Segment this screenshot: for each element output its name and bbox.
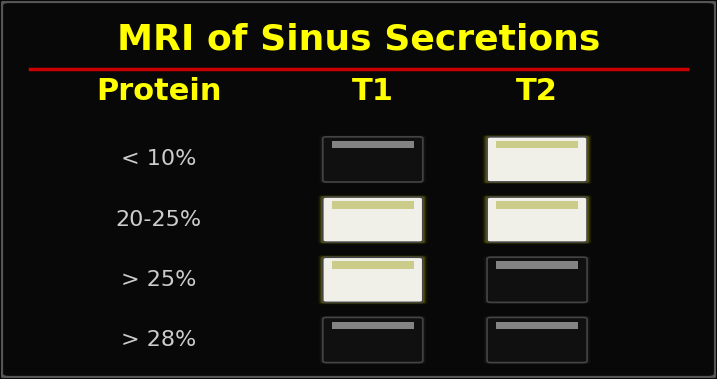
Bar <box>496 321 578 329</box>
FancyBboxPatch shape <box>481 134 593 185</box>
Bar <box>332 141 414 149</box>
FancyBboxPatch shape <box>318 315 427 365</box>
FancyBboxPatch shape <box>323 257 423 302</box>
Text: T2: T2 <box>516 77 558 106</box>
FancyBboxPatch shape <box>322 196 424 243</box>
Text: 20-25%: 20-25% <box>115 210 201 230</box>
FancyBboxPatch shape <box>320 136 425 183</box>
FancyBboxPatch shape <box>485 136 589 183</box>
FancyBboxPatch shape <box>323 137 423 182</box>
FancyBboxPatch shape <box>323 318 423 363</box>
FancyBboxPatch shape <box>483 135 592 184</box>
Bar <box>496 262 578 269</box>
FancyBboxPatch shape <box>319 135 427 183</box>
FancyBboxPatch shape <box>486 257 588 303</box>
FancyBboxPatch shape <box>485 196 589 243</box>
FancyBboxPatch shape <box>323 318 423 363</box>
Text: > 28%: > 28% <box>121 330 196 350</box>
FancyBboxPatch shape <box>486 196 588 243</box>
FancyBboxPatch shape <box>317 315 429 365</box>
FancyBboxPatch shape <box>487 197 587 242</box>
FancyBboxPatch shape <box>487 197 587 242</box>
FancyBboxPatch shape <box>483 135 591 183</box>
Bar <box>332 201 414 208</box>
FancyBboxPatch shape <box>485 316 589 363</box>
FancyBboxPatch shape <box>481 255 593 305</box>
Text: Protein: Protein <box>96 77 222 106</box>
FancyBboxPatch shape <box>481 194 593 245</box>
Text: T1: T1 <box>352 77 394 106</box>
FancyBboxPatch shape <box>320 196 425 243</box>
FancyBboxPatch shape <box>320 316 425 363</box>
FancyBboxPatch shape <box>323 257 423 302</box>
FancyBboxPatch shape <box>483 316 591 364</box>
FancyBboxPatch shape <box>319 196 427 244</box>
FancyBboxPatch shape <box>319 256 427 304</box>
FancyBboxPatch shape <box>483 195 592 244</box>
FancyBboxPatch shape <box>317 194 429 245</box>
FancyBboxPatch shape <box>487 257 587 302</box>
Bar <box>332 262 414 269</box>
FancyBboxPatch shape <box>323 197 423 242</box>
FancyBboxPatch shape <box>322 136 424 183</box>
Text: MRI of Sinus Secretions: MRI of Sinus Secretions <box>117 22 600 56</box>
FancyBboxPatch shape <box>318 195 427 244</box>
Bar <box>496 141 578 149</box>
Bar <box>332 321 414 329</box>
FancyBboxPatch shape <box>322 257 424 303</box>
FancyBboxPatch shape <box>319 316 427 364</box>
FancyBboxPatch shape <box>323 197 423 242</box>
FancyBboxPatch shape <box>481 315 593 365</box>
Text: < 10%: < 10% <box>121 149 196 169</box>
FancyBboxPatch shape <box>483 315 592 365</box>
FancyBboxPatch shape <box>486 317 588 363</box>
FancyBboxPatch shape <box>483 196 591 244</box>
FancyBboxPatch shape <box>318 135 427 184</box>
FancyBboxPatch shape <box>317 134 429 185</box>
FancyBboxPatch shape <box>483 255 592 304</box>
FancyBboxPatch shape <box>487 137 587 182</box>
FancyBboxPatch shape <box>317 255 429 305</box>
FancyBboxPatch shape <box>318 255 427 304</box>
FancyBboxPatch shape <box>487 257 587 302</box>
FancyBboxPatch shape <box>487 318 587 363</box>
FancyBboxPatch shape <box>323 137 423 182</box>
FancyBboxPatch shape <box>487 137 587 182</box>
FancyBboxPatch shape <box>322 317 424 363</box>
FancyBboxPatch shape <box>320 256 425 304</box>
FancyBboxPatch shape <box>487 318 587 363</box>
FancyBboxPatch shape <box>486 136 588 183</box>
Bar <box>496 201 578 208</box>
FancyBboxPatch shape <box>483 256 591 304</box>
FancyBboxPatch shape <box>485 256 589 304</box>
Text: > 25%: > 25% <box>121 270 196 290</box>
